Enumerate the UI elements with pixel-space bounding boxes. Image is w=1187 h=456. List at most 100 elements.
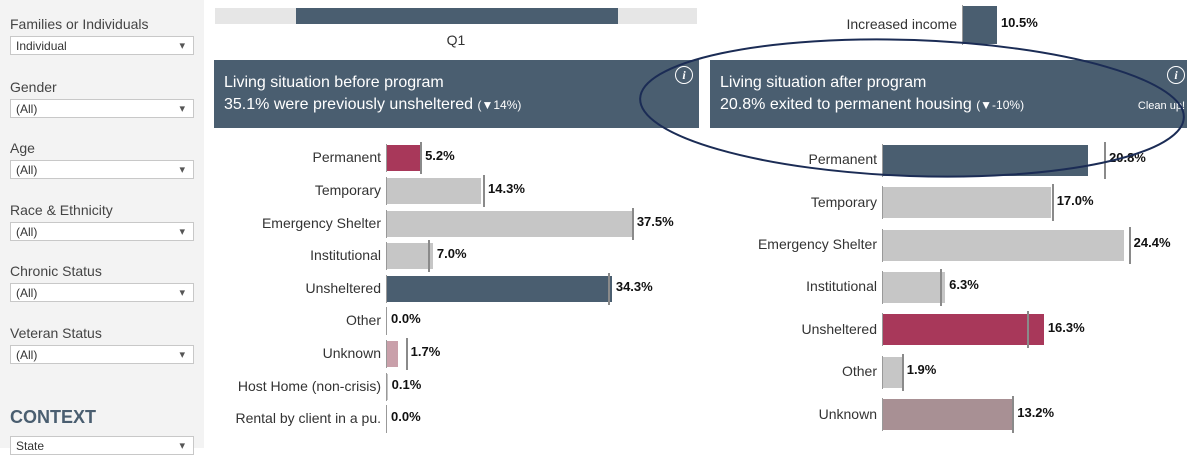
filter-dropdown[interactable]: (All) (10, 345, 194, 365)
category-label: Emergency Shelter (261, 214, 381, 231)
category-label: Other (841, 363, 877, 380)
bar (387, 275, 612, 302)
filter-label: Families or Individuals (10, 16, 149, 32)
header-after: Living situation after program 20.8% exi… (710, 60, 1187, 128)
chart-subtitle: 35.1% were previously unsheltered (▼14%) (224, 96, 521, 114)
bar (387, 243, 433, 270)
filter-label: Race & Ethnicity (10, 202, 113, 218)
reference-line (1012, 396, 1015, 434)
filter-label: Gender (10, 79, 57, 95)
value-label: 6.3% (949, 277, 979, 293)
clean-up-button[interactable]: Clean up! (1137, 100, 1185, 112)
bar (883, 187, 1051, 219)
reference-line (1051, 184, 1054, 222)
change: (▼-10%) (976, 98, 1025, 112)
category-label: Emergency Shelter (757, 236, 877, 252)
category-label: Temporary (314, 181, 381, 198)
chart-title: Living situation before program (224, 74, 444, 91)
value-label: 16.3% (1047, 319, 1085, 335)
bar (883, 314, 1044, 346)
axis-line (386, 144, 387, 173)
category-label: Temporary (810, 193, 877, 210)
context-heading: CONTEXT (10, 407, 97, 427)
period-label: Q1 (446, 32, 466, 48)
bar (963, 6, 997, 44)
info-icon[interactable]: i (1167, 66, 1185, 84)
value-label: 37.5% (636, 213, 674, 229)
value-label: 0.0% (391, 311, 421, 327)
axis-line (882, 228, 883, 262)
category-label: Unsheltered (305, 279, 382, 296)
value-label: 24.4% (1133, 235, 1171, 250)
reference-line (901, 353, 904, 391)
filter-label: Veteran Status (10, 325, 102, 341)
category-label: Unknown (322, 344, 381, 361)
filter-panel: Families or Individuals Individual Gender (… (0, 0, 204, 456)
axis-line (882, 313, 883, 347)
category-label: Increased income (846, 16, 957, 32)
category-label: Institutional (310, 247, 381, 264)
filter-dropdown[interactable]: (All) (10, 160, 194, 180)
subtitle-text: 35.1% were previously unsheltered (224, 96, 474, 113)
reference-line (483, 174, 486, 207)
category-label: Unsheltered (801, 320, 878, 337)
bar (387, 177, 481, 204)
value-label: 20.8% (1109, 150, 1146, 166)
value-label: 0.1% (391, 376, 422, 392)
axis-line (882, 270, 883, 304)
reference-line (405, 337, 408, 370)
axis-line (386, 242, 387, 271)
chart-subtitle: 20.8% exited to permanent housing (▼-10%… (720, 96, 1024, 114)
reference-line (1104, 141, 1106, 179)
bar (387, 210, 633, 237)
filter-dropdown[interactable]: (All) (10, 283, 194, 303)
bar (387, 373, 388, 400)
value-label: 7.0% (436, 246, 467, 262)
axis-line (386, 339, 387, 368)
axis-line (386, 176, 387, 205)
axis-line (386, 372, 387, 401)
axis-line (882, 355, 883, 389)
bar (387, 340, 399, 367)
change: (▼14%) (477, 98, 522, 112)
axis-line (386, 274, 387, 303)
reference-line (940, 268, 943, 306)
reference-line (427, 240, 430, 273)
category-label: Other (345, 312, 381, 329)
filter-dropdown[interactable]: (All) (10, 222, 194, 242)
category-label: Permanent (312, 149, 381, 166)
bar (387, 145, 422, 172)
bar (883, 271, 946, 303)
axis-line (962, 5, 963, 45)
bar (883, 399, 1014, 431)
info-icon[interactable]: i (675, 66, 693, 84)
category-label: Permanent (808, 151, 877, 168)
value-label: 17.0% (1056, 192, 1094, 208)
value-label: 1.7% (410, 343, 441, 359)
value-label: 34.3% (615, 278, 653, 294)
axis-line (882, 186, 883, 220)
category-label: Institutional (806, 278, 877, 295)
value-label: 5.2% (425, 148, 455, 164)
context-dropdown[interactable]: State (10, 436, 194, 456)
chart-title: Living situation after program (720, 74, 927, 91)
bar (883, 356, 902, 388)
header-before: Living situation before program 35.1% we… (214, 60, 699, 128)
category-label: Host Home (non-crisis) (237, 377, 381, 394)
bar (883, 144, 1089, 176)
axis-line (386, 209, 387, 238)
filter-label: Chronic Status (10, 263, 102, 279)
reference-line (420, 142, 423, 175)
category-label: Rental by client in a pu. (235, 410, 381, 427)
value-label: 0.0% (391, 409, 421, 425)
axis-line (882, 398, 883, 432)
period-bar (296, 8, 618, 24)
axis-line (386, 405, 387, 434)
filter-dropdown[interactable]: (All) (10, 99, 194, 119)
bar (883, 229, 1124, 261)
filter-dropdown[interactable]: Individual (10, 36, 194, 56)
subtitle-text: 20.8% exited to permanent housing (720, 96, 972, 113)
reference-line (1027, 311, 1030, 349)
value-label: 14.3% (488, 180, 525, 196)
